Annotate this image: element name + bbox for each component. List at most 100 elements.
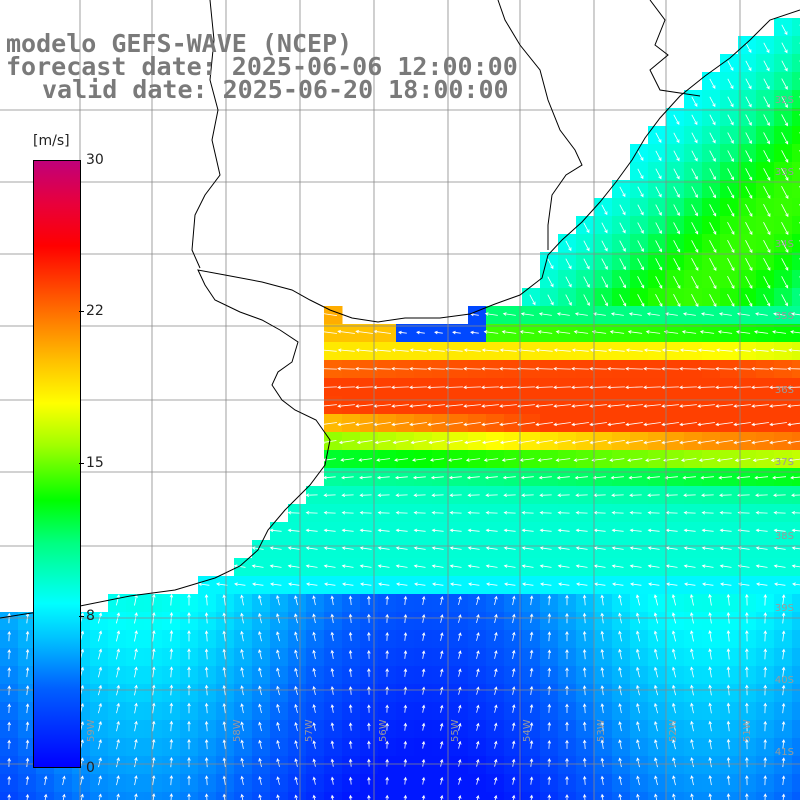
wind-arrow xyxy=(276,703,280,714)
wind-arrow xyxy=(646,475,660,480)
wind-arrow xyxy=(529,740,534,749)
wind-arrow xyxy=(348,631,353,641)
wind-arrow xyxy=(476,740,480,749)
wind-arrow xyxy=(618,757,622,768)
wind-cell xyxy=(792,198,800,217)
wind-arrow xyxy=(763,96,770,108)
wind-cell xyxy=(792,252,800,271)
wind-arrow xyxy=(151,756,156,768)
wind-arrow xyxy=(503,528,516,533)
wind-arrow xyxy=(494,613,498,623)
wind-arrow xyxy=(727,258,735,272)
wind-arrow xyxy=(547,276,554,288)
wind-arrow xyxy=(745,258,753,272)
lat-label: 41S xyxy=(774,747,794,758)
wind-arrow xyxy=(611,493,624,497)
wind-arrow xyxy=(654,775,658,786)
wind-arrow xyxy=(116,738,120,750)
wind-arrow xyxy=(671,648,676,660)
wind-arrow xyxy=(187,793,191,800)
wind-arrow xyxy=(583,222,590,234)
wind-arrow xyxy=(470,330,479,335)
wind-arrow xyxy=(607,385,625,390)
wind-arrow xyxy=(540,582,552,587)
wind-arrow xyxy=(385,595,389,605)
wind-arrow xyxy=(733,385,751,390)
wind-arrow xyxy=(529,649,534,660)
wind-arrow xyxy=(781,258,789,271)
wind-arrow xyxy=(187,593,191,606)
wind-arrow xyxy=(643,422,661,427)
wind-arrow xyxy=(691,150,698,162)
wind-arrow xyxy=(547,649,552,660)
lat-label: 39S xyxy=(774,603,794,614)
wind-arrow xyxy=(395,546,408,550)
wind-arrow xyxy=(494,595,498,605)
wind-arrow xyxy=(62,793,66,800)
wind-arrow xyxy=(715,404,733,408)
wind-arrow xyxy=(294,703,298,713)
wind-arrow xyxy=(690,793,694,800)
wind-arrow xyxy=(449,510,462,515)
wind-arrow xyxy=(116,775,120,786)
wind-arrow xyxy=(610,312,624,316)
colorbar-tickmark xyxy=(79,463,84,464)
wind-arrow xyxy=(600,757,605,768)
wind-arrow xyxy=(486,582,498,587)
wind-arrow xyxy=(745,702,749,714)
wind-arrow xyxy=(763,793,767,800)
wind-arrow xyxy=(25,666,30,678)
wind-arrow xyxy=(276,649,280,660)
wind-arrow xyxy=(547,294,554,306)
wind-arrow xyxy=(582,685,587,696)
wind-arrow xyxy=(593,546,606,550)
wind-arrow xyxy=(571,385,589,390)
wind-arrow xyxy=(431,510,444,515)
wind-arrow xyxy=(403,794,408,800)
wind-arrow xyxy=(348,758,353,767)
wind-arrow xyxy=(330,722,335,731)
wind-arrow xyxy=(781,114,788,127)
wind-arrow xyxy=(511,758,516,767)
wind-arrow xyxy=(7,757,11,767)
wind-arrow xyxy=(643,440,661,445)
wind-arrow xyxy=(98,630,103,642)
wind-arrow xyxy=(655,186,662,198)
wind-arrow xyxy=(395,493,408,497)
wind-arrow xyxy=(98,684,102,696)
wind-arrow xyxy=(276,613,280,624)
wind-arrow xyxy=(708,630,712,642)
wind-arrow xyxy=(547,703,552,713)
wind-arrow xyxy=(556,312,570,316)
wind-arrow xyxy=(618,703,622,714)
wind-arrow xyxy=(571,422,589,427)
wind-arrow xyxy=(529,776,534,785)
wind-arrow xyxy=(521,493,534,497)
wind-arrow xyxy=(439,686,444,695)
wind-arrow xyxy=(607,422,625,427)
wind-arrow xyxy=(589,348,607,352)
colorbar-tickmark xyxy=(79,311,84,312)
wind-arrow xyxy=(240,739,244,750)
wind-arrow xyxy=(582,739,587,750)
wind-arrow xyxy=(781,60,788,72)
wind-arrow xyxy=(391,348,409,352)
wind-arrow xyxy=(745,294,753,307)
wind-arrow xyxy=(618,684,622,696)
wind-arrow xyxy=(450,582,462,587)
wind-arrow xyxy=(618,775,622,786)
wind-arrow xyxy=(403,650,408,659)
wind-arrow xyxy=(790,475,800,480)
wind-arrow xyxy=(781,96,788,109)
wind-arrow xyxy=(294,721,298,731)
wind-arrow xyxy=(589,385,607,390)
wind-arrow xyxy=(222,594,227,606)
wind-arrow xyxy=(539,493,552,497)
wind-arrow xyxy=(672,666,676,678)
wind-arrow xyxy=(169,593,174,606)
wind-arrow xyxy=(458,776,462,785)
wind-arrow xyxy=(520,312,534,316)
wind-arrow xyxy=(682,312,696,316)
wind-arrow xyxy=(187,775,191,786)
wind-arrow xyxy=(319,422,337,427)
